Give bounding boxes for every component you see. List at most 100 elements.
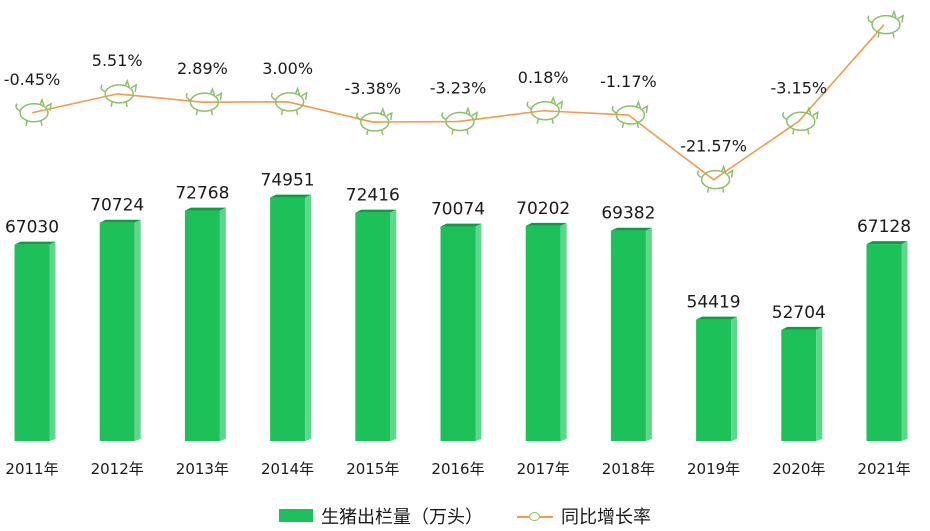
pig-tail	[100, 84, 106, 93]
growth-rate-label: -3.15%	[770, 78, 827, 97]
bar-top-face	[99, 219, 141, 223]
growth-rate-label: 27.37%	[853, 0, 914, 1]
pig-icon: -0.45%	[4, 70, 61, 126]
pig-legs	[366, 129, 384, 136]
growth-rate-label: -1.17%	[600, 72, 657, 91]
pig-tail	[782, 111, 788, 120]
bar-side-face	[731, 316, 738, 441]
bar-front-face	[525, 225, 561, 441]
growth-rate-label: 3.00%	[262, 59, 313, 78]
pig-body	[530, 101, 560, 121]
bar	[696, 316, 738, 441]
x-tick-label: 2013年	[176, 460, 229, 478]
bar-value-label: 70724	[90, 196, 144, 216]
x-tick-label: 2014年	[261, 460, 314, 478]
bar-front-face	[355, 212, 391, 441]
bar	[14, 241, 56, 441]
bar-value-label: 54419	[687, 293, 741, 313]
bar-side-face	[305, 194, 312, 441]
pig-ear	[891, 9, 897, 18]
x-tick-label: 2012年	[91, 460, 144, 478]
bar-side-face	[390, 209, 397, 441]
pig-body	[19, 103, 49, 123]
pig-body	[786, 111, 816, 132]
bar-side-face	[219, 207, 226, 441]
bar-top-face	[866, 241, 908, 245]
legend-line-label: 同比增长率	[561, 506, 651, 528]
bar-value-label: 67030	[5, 218, 59, 238]
pig-body	[274, 92, 305, 112]
bar-side-face	[49, 241, 56, 441]
pig-legs	[536, 118, 554, 124]
bar-front-face	[440, 226, 476, 441]
legend: 生猪出栏量（万头） 同比增长率	[0, 500, 930, 531]
pig-icon: 2.89%	[177, 59, 228, 116]
bar-front-face	[866, 244, 902, 441]
pig-snout	[812, 110, 819, 120]
pig-ear	[806, 106, 812, 115]
pig-ear	[124, 78, 130, 88]
pig-tail	[185, 92, 191, 101]
bar	[355, 209, 397, 441]
bar	[610, 227, 652, 441]
pig-snout	[45, 102, 52, 111]
x-tick-label: 2018年	[602, 460, 655, 478]
pig-body	[700, 169, 731, 190]
pig-legs	[706, 187, 725, 193]
bar-value-label: 70074	[431, 200, 485, 220]
pig-snout	[642, 104, 649, 114]
bar-side-face	[816, 326, 823, 441]
pig-ear	[294, 86, 301, 96]
pig-legs	[195, 110, 214, 116]
pig-tail	[441, 112, 447, 121]
bar-value-label: 72416	[346, 186, 400, 206]
pig-ear	[550, 95, 556, 105]
growth-line-layer: -0.45% 5.51% 2.89% 3.00% -3.38% -3.23% 0.18% -1…	[4, 0, 915, 193]
pig-legs	[792, 129, 810, 135]
bar	[525, 222, 567, 441]
legend-bar-label: 生猪出栏量（万头）	[321, 506, 483, 528]
pig-snout	[216, 91, 223, 101]
bar-front-face	[270, 197, 306, 441]
bar-value-label: 70202	[516, 199, 570, 219]
bar-side-face	[645, 227, 652, 441]
bar-top-face	[14, 241, 56, 245]
bar-top-face	[696, 316, 738, 320]
pig-icon: 3.00%	[262, 59, 313, 115]
pig-ear	[635, 99, 642, 109]
pig-ear	[39, 97, 45, 106]
x-axis: 2011年 2012年 2013年 2014年 2015年 2016年 2017年 2018年…	[5, 460, 910, 478]
bar-top-face	[184, 207, 226, 211]
pig-legs	[877, 32, 895, 38]
pig-icon: 27.37%	[853, 0, 915, 38]
legend-bar-swatch	[279, 509, 313, 522]
growth-rate-label: 0.18%	[518, 68, 569, 87]
bar	[184, 207, 226, 441]
pig-body	[360, 112, 390, 132]
legend-item-bars: 生猪出栏量（万头）	[279, 503, 483, 529]
bar-side-face	[901, 241, 908, 441]
pig-ear	[465, 106, 471, 115]
pig-legs	[110, 101, 128, 108]
legend-line-swatch	[517, 509, 553, 523]
growth-rate-label: -0.45%	[4, 70, 61, 89]
bar	[781, 326, 823, 441]
bar-front-face	[610, 230, 646, 441]
pig-icon: 0.18%	[518, 68, 569, 124]
x-tick-label: 2017年	[517, 460, 570, 478]
bar-top-face	[270, 194, 312, 198]
bar-value-label: 69382	[601, 204, 655, 224]
bar-front-face	[781, 329, 817, 441]
bar-front-face	[696, 319, 732, 441]
pig-tail	[696, 170, 702, 179]
bar-value-label: 52704	[772, 303, 826, 323]
pig-icon: 5.51%	[92, 51, 143, 108]
pig-legs	[451, 129, 469, 135]
pig-legs	[280, 109, 299, 115]
pig-tail	[356, 112, 362, 121]
pig-snout	[471, 111, 478, 120]
pig-snout	[301, 91, 308, 100]
pig-legs	[25, 120, 43, 126]
pig-legs	[621, 122, 640, 129]
pig-snout	[556, 100, 564, 109]
